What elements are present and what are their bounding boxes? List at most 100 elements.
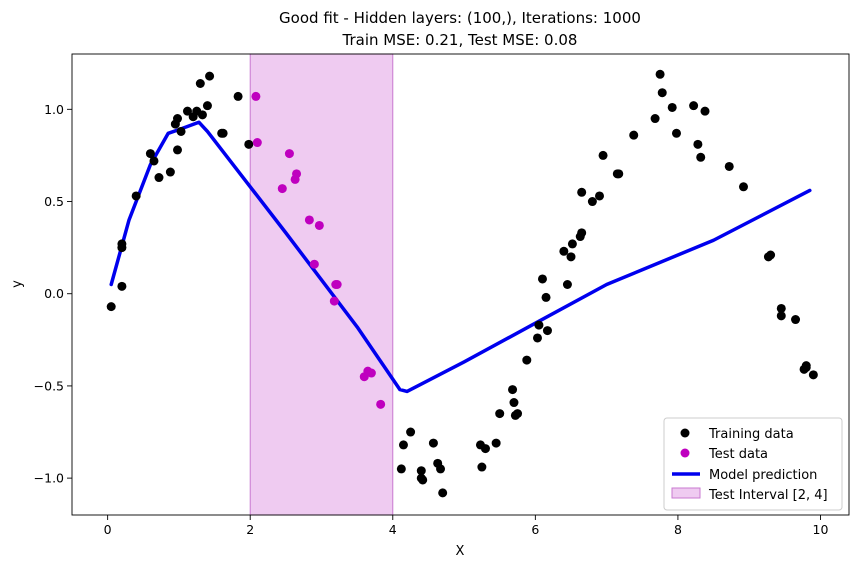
legend-marker-test xyxy=(680,448,690,458)
training-point xyxy=(436,464,446,474)
y-tick-label: 0.0 xyxy=(44,286,64,301)
training-point xyxy=(398,440,408,450)
training-point xyxy=(182,106,192,116)
training-point xyxy=(428,438,438,448)
x-tick-label: 10 xyxy=(813,522,829,537)
x-tick-label: 6 xyxy=(531,522,539,537)
legend-marker-interval xyxy=(671,487,701,499)
training-point xyxy=(724,161,734,171)
test-point xyxy=(314,220,324,230)
training-point xyxy=(205,71,215,81)
model-prediction-line xyxy=(109,120,812,394)
training-point xyxy=(776,311,786,321)
training-point xyxy=(131,191,141,201)
training-point xyxy=(577,228,587,238)
training-point xyxy=(657,88,667,98)
training-point xyxy=(509,398,519,408)
test-point xyxy=(309,259,319,269)
training-point xyxy=(577,187,587,197)
test-point xyxy=(284,149,294,159)
training-point xyxy=(480,444,490,454)
points-layer xyxy=(106,69,818,498)
training-point xyxy=(438,488,448,498)
x-tick-label: 0 xyxy=(104,522,112,537)
training-point xyxy=(406,427,416,437)
training-point xyxy=(766,250,776,260)
training-point xyxy=(477,462,487,472)
training-point xyxy=(534,320,544,330)
training-point xyxy=(689,101,699,111)
training-point xyxy=(562,280,572,289)
y-tick-label: 0.5 xyxy=(44,194,64,209)
test-point xyxy=(366,368,376,378)
training-point xyxy=(233,91,243,101)
training-point xyxy=(567,239,577,249)
training-point xyxy=(738,182,748,192)
training-point xyxy=(650,114,660,124)
x-axis-label: X xyxy=(456,544,465,559)
training-point xyxy=(614,169,624,179)
training-point xyxy=(173,145,183,155)
y-axis-label: y xyxy=(10,280,25,288)
test-interval-band xyxy=(249,53,394,516)
legend-label-prediction: Model prediction xyxy=(709,468,817,483)
legend-label-training: Training data xyxy=(708,427,794,442)
training-point xyxy=(671,128,681,138)
training-point xyxy=(117,243,127,253)
ticks-layer: 0 2 4 6 8 10 −1.0 −0.5 0.0 0.5 1.0 xyxy=(34,102,829,537)
training-point xyxy=(776,303,786,313)
axes-frame xyxy=(71,53,850,516)
legend: Training data Test data Model prediction… xyxy=(663,417,843,511)
training-point xyxy=(522,355,532,365)
y-tick-label: 1.0 xyxy=(44,102,64,117)
training-point xyxy=(542,326,552,336)
training-point xyxy=(801,361,811,371)
training-point xyxy=(791,315,801,325)
training-point xyxy=(513,409,523,419)
training-point xyxy=(541,292,551,302)
training-point xyxy=(117,281,127,291)
training-point xyxy=(696,152,706,162)
y-tick-label: −1.0 xyxy=(34,471,64,486)
test-point xyxy=(329,296,339,306)
legend-box xyxy=(663,417,843,511)
training-point xyxy=(244,139,254,149)
training-point xyxy=(495,409,505,419)
training-point xyxy=(598,150,608,160)
training-point xyxy=(173,114,183,124)
training-point xyxy=(808,370,818,380)
training-point xyxy=(532,333,542,343)
training-point xyxy=(655,69,665,79)
test-point xyxy=(332,280,342,289)
training-point xyxy=(595,191,605,201)
training-point xyxy=(202,101,212,111)
training-point xyxy=(566,252,576,262)
x-tick-label: 2 xyxy=(246,522,254,537)
legend-marker-training xyxy=(680,428,690,438)
training-point xyxy=(700,106,710,116)
training-point xyxy=(154,173,164,183)
legend-label-test: Test data xyxy=(708,447,768,462)
prediction-line-layer xyxy=(109,120,812,394)
training-point xyxy=(106,302,116,312)
training-point xyxy=(587,197,597,207)
training-point xyxy=(667,102,677,112)
test-point xyxy=(304,215,314,225)
training-point xyxy=(165,167,175,177)
test-point xyxy=(251,91,261,101)
training-point xyxy=(396,464,406,474)
y-tick-label: −0.5 xyxy=(34,378,64,393)
test-point xyxy=(376,399,386,409)
training-point xyxy=(693,139,703,149)
test-interval-layer xyxy=(249,53,394,516)
training-point xyxy=(559,246,569,256)
training-point xyxy=(416,466,426,476)
training-point xyxy=(145,149,155,159)
training-point xyxy=(629,130,639,140)
chart-subtitle: Train MSE: 0.21, Test MSE: 0.08 xyxy=(342,31,578,49)
training-point xyxy=(195,79,205,89)
training-point xyxy=(197,110,207,120)
chart-title: Good fit - Hidden layers: (100,), Iterat… xyxy=(279,9,641,27)
training-point xyxy=(508,385,518,395)
